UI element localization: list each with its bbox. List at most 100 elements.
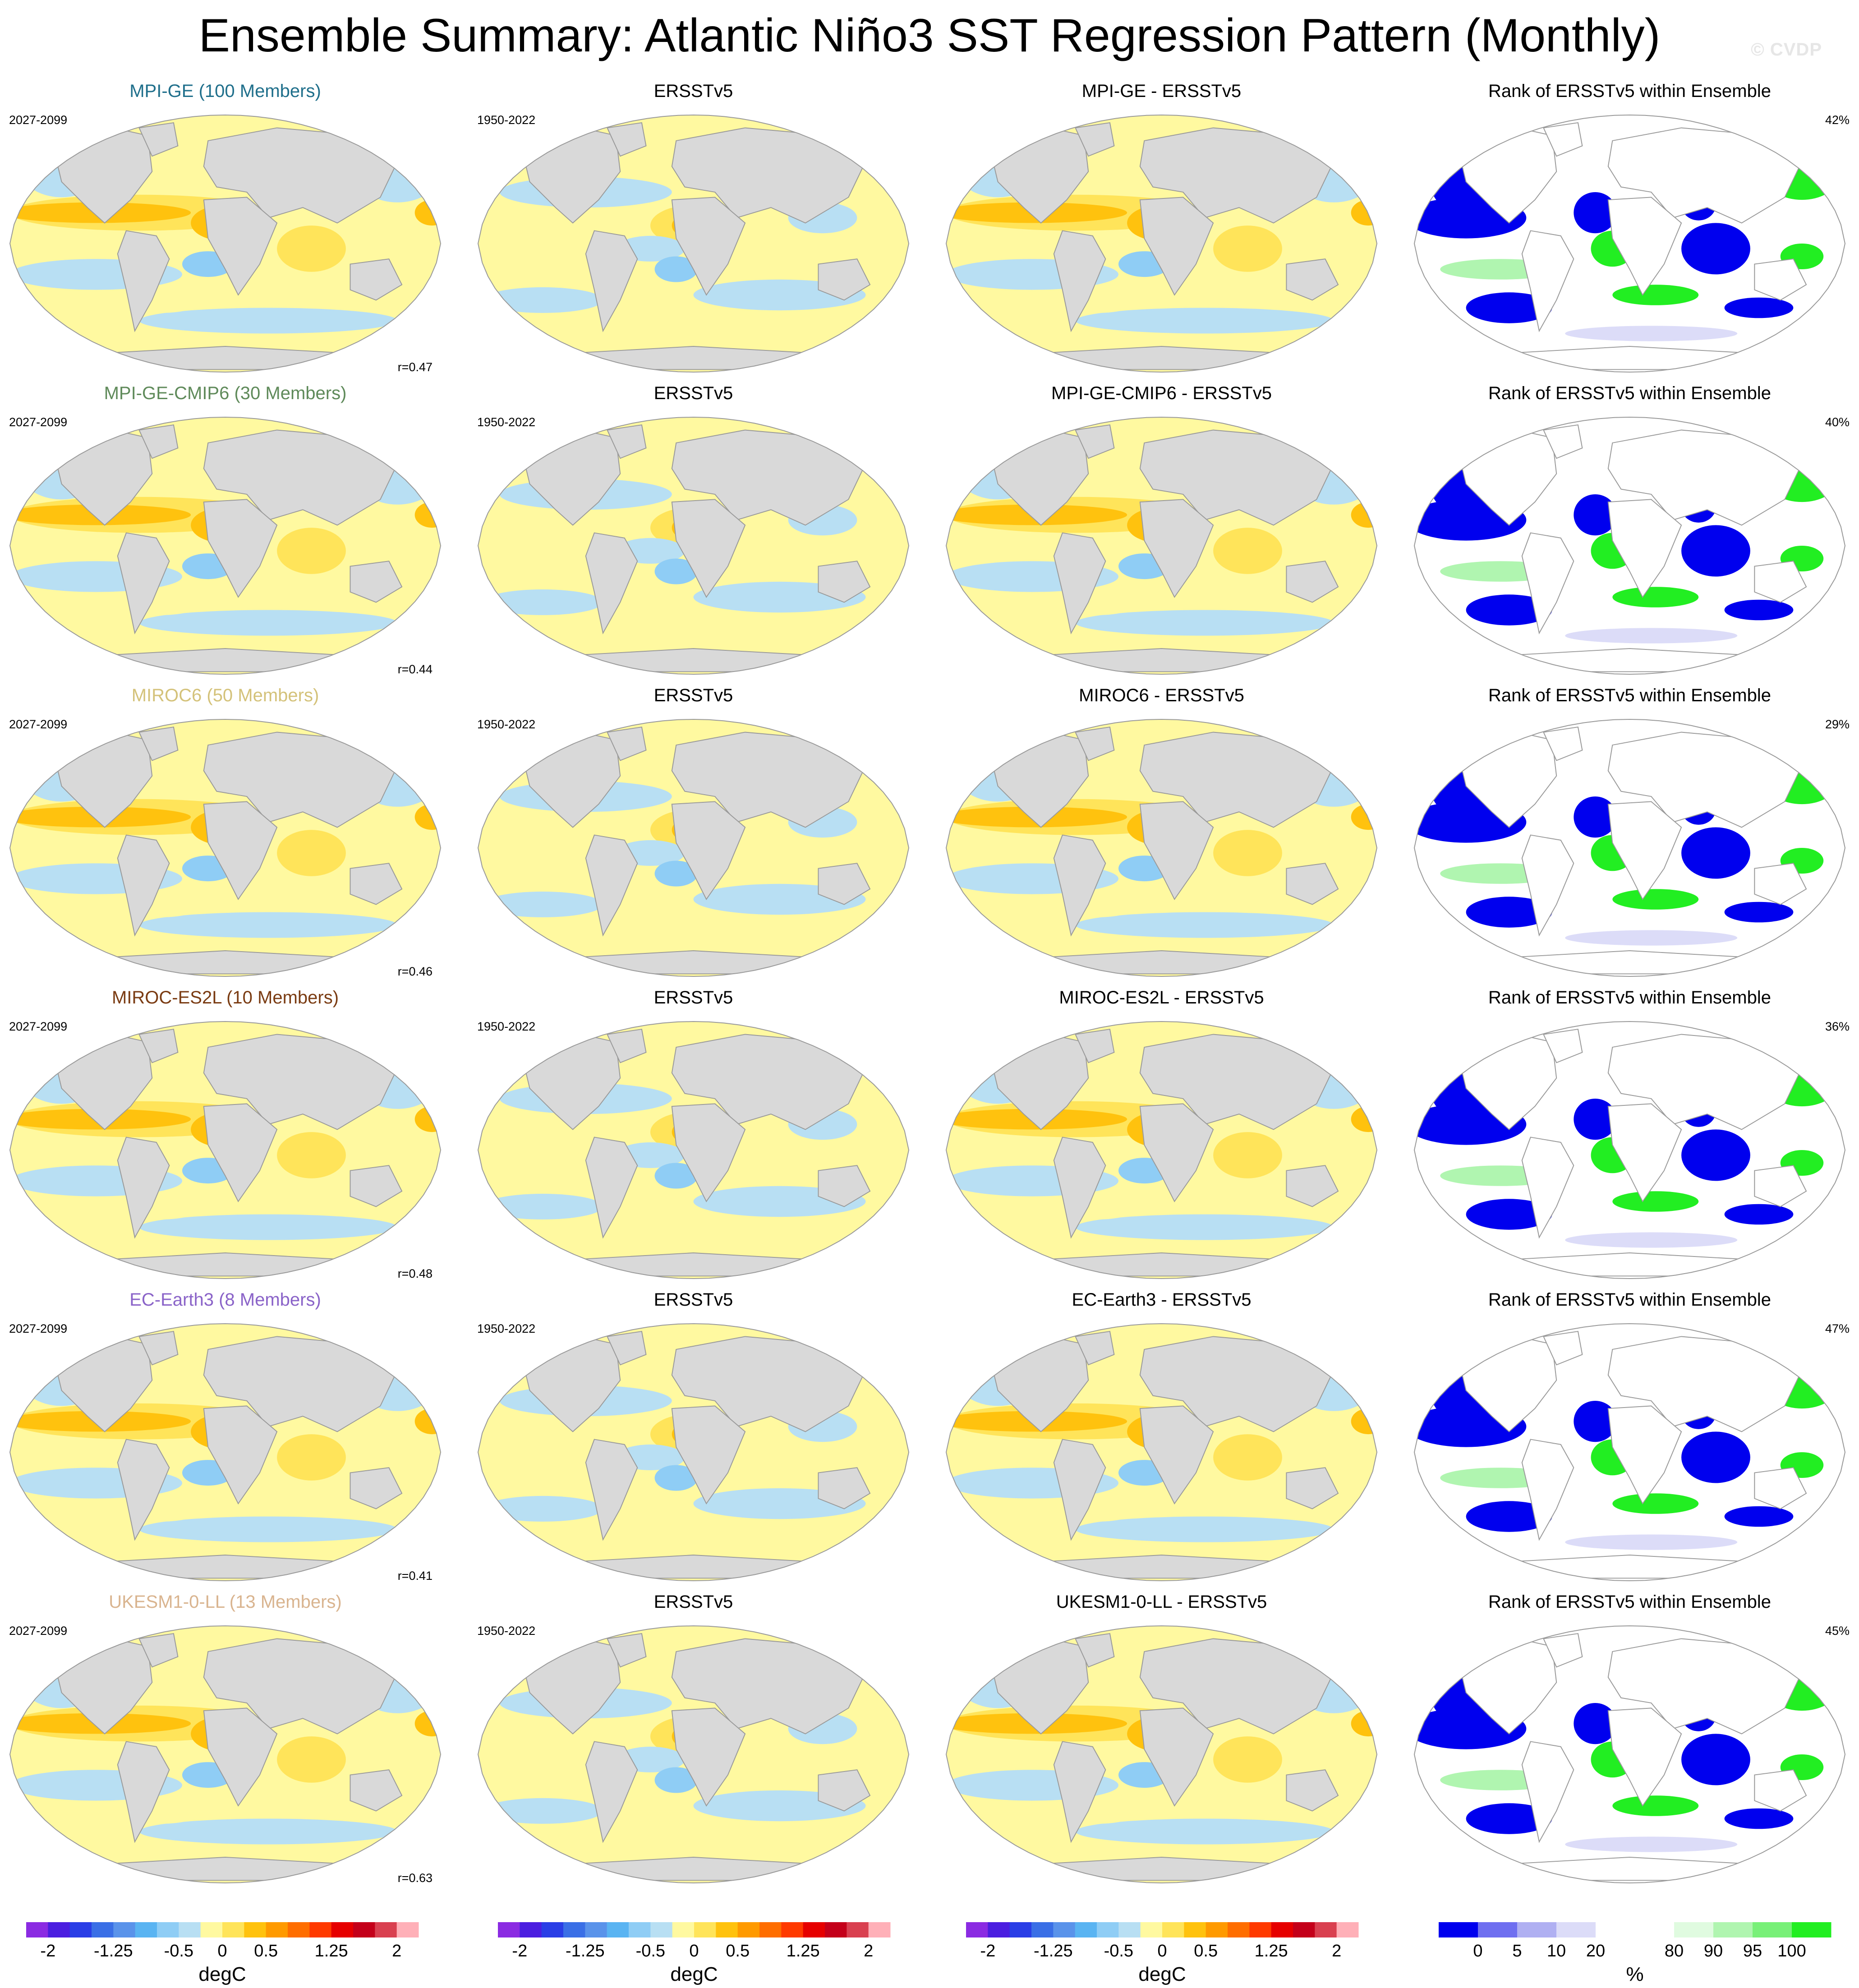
- colorbar-tick-label: 2: [1332, 1942, 1341, 1960]
- continent: [607, 122, 647, 157]
- colorbar-swatch: [309, 1922, 332, 1937]
- colorbar-swatch: [1184, 1922, 1206, 1937]
- anomaly-patch: [654, 558, 698, 584]
- continent: [1607, 801, 1682, 900]
- map-panel-r2-c3: MPI-GE-CMIP6 - ERSSTv5: [945, 383, 1378, 675]
- continent: [607, 1331, 647, 1366]
- anomaly-patch: [1213, 1132, 1282, 1178]
- anomaly-patch: [1681, 1129, 1750, 1181]
- continent: [1543, 1029, 1583, 1063]
- continent: [1521, 1439, 1574, 1541]
- continent: [1053, 1741, 1106, 1843]
- colorbar-tick-label: 0.5: [1194, 1942, 1218, 1960]
- anomaly-patch: [1681, 1734, 1750, 1786]
- colorbar-swatch: [92, 1922, 114, 1937]
- colorbar-swatch: [1031, 1922, 1054, 1937]
- panel-title: MIROC-ES2L (10 Members): [112, 988, 339, 1008]
- map-panel-r3-c2: ERSSTv5 1950-2022: [477, 686, 910, 977]
- colorbar-tick-label: -2: [40, 1942, 55, 1960]
- continent: [1607, 197, 1682, 296]
- colorbar-swatch: [1713, 1922, 1753, 1937]
- colorbar-tick-label: -1.25: [94, 1942, 133, 1960]
- colorbar-swatch: [113, 1922, 136, 1937]
- colorbar-swatch: [563, 1922, 585, 1937]
- map-panel-r4-c1: MIROC-ES2L (10 Members) 2027-2099 r=0.48: [9, 988, 442, 1280]
- anomaly-patch: [1351, 200, 1377, 226]
- continent: [117, 1137, 170, 1239]
- anomaly-patch: [414, 1711, 441, 1737]
- anomaly-patch: [1681, 1431, 1750, 1483]
- colorbar-tick-label: 0: [1473, 1942, 1482, 1960]
- map-panel-r2-c1: MPI-GE-CMIP6 (30 Members) 2027-2099 r=0.44: [9, 383, 442, 676]
- map-panel-r4-c4: Rank of ERSSTv5 within Ensemble 36%: [1413, 988, 1850, 1279]
- continent: [1543, 1331, 1583, 1366]
- panel-title: ERSSTv5: [654, 1290, 733, 1310]
- colorbar-tick-label: -0.5: [1104, 1942, 1133, 1960]
- continent: [1521, 532, 1574, 635]
- colorbar-swatch: [1478, 1922, 1518, 1937]
- colorbar-tick-label: -0.5: [164, 1942, 193, 1960]
- colorbar-swatch: [1517, 1922, 1557, 1937]
- colorbar-tick-label: 0.5: [726, 1942, 750, 1960]
- anomaly-patch: [1075, 1818, 1334, 1845]
- colorbar-swatch: [650, 1922, 673, 1937]
- anomaly-patch: [1213, 1434, 1282, 1481]
- anomaly-patch: [1565, 326, 1738, 341]
- map-panel-r2-c4: Rank of ERSSTv5 within Ensemble 40%: [1413, 383, 1850, 675]
- continent: [203, 1707, 278, 1807]
- anomaly-patch: [414, 804, 441, 830]
- continent: [1286, 863, 1339, 905]
- map-panel-r6-c3: UKESM1-0-LL - ERSSTv5: [945, 1592, 1378, 1884]
- panel-title: ERSSTv5: [654, 383, 733, 403]
- globe-outline: [9, 114, 442, 373]
- continent: [1754, 1467, 1807, 1509]
- colorbar-tick-label: -1.25: [1034, 1942, 1073, 1960]
- continent: [1754, 561, 1807, 603]
- colorbar-swatch: [1228, 1922, 1250, 1937]
- continent: [117, 834, 170, 937]
- colorbar-swatch: [966, 1922, 988, 1937]
- globe-outline: [945, 718, 1378, 977]
- anomaly-patch: [1351, 1408, 1377, 1435]
- anomaly-patch: [1724, 902, 1794, 923]
- pattern-correlation-label: r=0.46: [398, 965, 433, 978]
- panel-title: MPI-GE - ERSSTv5: [1082, 81, 1241, 101]
- period-label: 2027-2099: [9, 1322, 67, 1335]
- globe-outline: [1413, 1021, 1846, 1279]
- panel-title: MPI-GE-CMIP6 (30 Members): [104, 383, 347, 403]
- panel-title: Rank of ERSSTv5 within Ensemble: [1488, 81, 1771, 101]
- colorbar-tick-label: -1.25: [566, 1942, 605, 1960]
- globe-outline: [477, 1625, 910, 1884]
- globe-outline: [945, 1021, 1378, 1279]
- map-panel-r5-c3: EC-Earth3 - ERSSTv5: [945, 1290, 1378, 1582]
- continent: [818, 1165, 871, 1207]
- colorbar-swatch: [847, 1922, 869, 1937]
- anomaly-patch: [482, 1193, 603, 1219]
- colorbar-tick-label: -2: [512, 1942, 527, 1960]
- colorbar-tick-label: 100: [1777, 1942, 1806, 1960]
- anomaly-patch: [1612, 1191, 1699, 1212]
- colorbar-tick-label: 20: [1586, 1942, 1605, 1960]
- anomaly-patch: [482, 589, 603, 615]
- continent: [585, 532, 638, 635]
- colorbar-swatch: [759, 1922, 782, 1937]
- globe-outline: [9, 1323, 442, 1582]
- globe-outline: [9, 416, 442, 675]
- colorbar-tick-label: 0: [217, 1942, 227, 1960]
- colorbar-swatch: [1315, 1922, 1337, 1937]
- anomaly-patch: [139, 1516, 398, 1542]
- rank-percent-label: 47%: [1825, 1322, 1850, 1335]
- period-label: 1950-2022: [477, 1322, 535, 1335]
- anomaly-patch: [1724, 599, 1794, 621]
- anomaly-patch: [139, 912, 398, 938]
- colorbar-unit-label: degC: [670, 1963, 718, 1985]
- continent: [1075, 1331, 1115, 1366]
- continent: [1053, 230, 1106, 332]
- colorbar-tick-label: 1.25: [1255, 1942, 1288, 1960]
- colorbar-tick-label: 80: [1665, 1942, 1684, 1960]
- colorbar-swatch: [1336, 1922, 1359, 1937]
- map-panel-r5-c4: Rank of ERSSTv5 within Ensemble 47%: [1413, 1290, 1850, 1582]
- globe-outline: [477, 416, 910, 675]
- colorbar-swatch: [1053, 1922, 1076, 1937]
